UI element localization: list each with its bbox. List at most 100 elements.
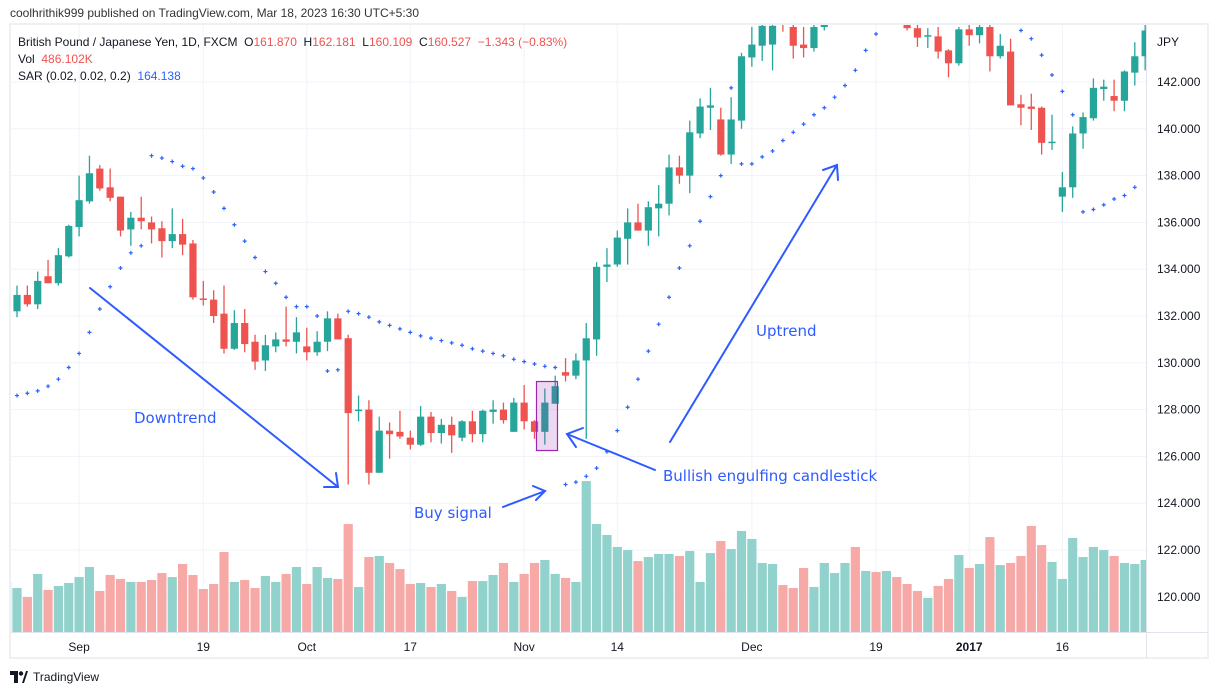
candle (789, 25, 797, 59)
open-value: 161.870 (253, 35, 297, 49)
candle (572, 353, 580, 380)
volume-bar (229, 581, 239, 632)
volume-bar (385, 562, 395, 632)
volume-bar (426, 586, 436, 632)
sar-dot (190, 166, 195, 171)
candle (1110, 79, 1118, 112)
volume-bar (1026, 525, 1036, 632)
volume-bar (581, 481, 591, 632)
volume-bar (343, 524, 353, 632)
candle (251, 334, 259, 370)
candle (75, 175, 83, 237)
volume-bar (1016, 556, 1026, 632)
volume-bar (747, 538, 757, 632)
buy-signal-label: Buy signal (414, 504, 492, 522)
candle (644, 201, 652, 246)
price-axis[interactable]: 142.000 140.000 138.000 136.000 134.000 132.0… (1157, 75, 1201, 604)
sar-dot (542, 364, 547, 369)
sar-dot (108, 284, 113, 289)
candle-body (127, 217, 135, 230)
volume-bar (954, 554, 964, 632)
candle-body (303, 346, 311, 353)
candle (334, 313, 342, 340)
sar-dot (832, 95, 837, 100)
candle (541, 388, 549, 445)
sar-dot (304, 304, 309, 309)
candle-body (199, 298, 207, 300)
candle-body (893, 0, 900, 9)
price-tick-label: 142.000 (1157, 75, 1201, 89)
sar-dot (511, 357, 516, 362)
candle-body (996, 45, 1004, 57)
volume-bar (188, 574, 198, 632)
sar-dot (366, 315, 371, 320)
volume-bar (126, 581, 136, 632)
footer-brand[interactable]: TradingView (33, 670, 100, 684)
sar-dot (636, 377, 640, 382)
candle (448, 416, 456, 453)
candle-body (34, 280, 42, 305)
volume-bar (550, 573, 560, 632)
sar-dot (97, 306, 102, 311)
volume-bar (488, 574, 498, 632)
volume-bar (395, 569, 405, 632)
volume-bar (1037, 545, 1047, 632)
candle (179, 218, 187, 256)
candle (758, 25, 766, 61)
candle (1007, 38, 1015, 106)
candle-body (168, 234, 176, 242)
volume-bar (64, 582, 74, 632)
volume-bar (146, 580, 157, 632)
sar-dot (563, 482, 568, 487)
volume-bar (871, 572, 881, 632)
volume-bar (1057, 578, 1067, 632)
sar-dot (749, 161, 754, 166)
sar-dot (284, 295, 289, 300)
sar-dot (429, 336, 433, 341)
volume-bar (664, 553, 674, 632)
candle-body (458, 421, 466, 438)
volume-bar (271, 581, 281, 632)
legend-volume-row: Vol 486.102K (18, 51, 567, 68)
volume-bar (1130, 564, 1140, 632)
time-tick-label: 2017 (956, 640, 983, 654)
volume-bar (509, 581, 519, 632)
volume-bar (115, 578, 126, 632)
candle-body (468, 421, 476, 435)
time-axis[interactable]: Sep 19 Oct 17 Nov 14 Dec 19 2017 16 (68, 640, 1069, 654)
sar-dot (201, 175, 206, 180)
sar-dot (418, 333, 423, 338)
sar-dot (801, 122, 806, 127)
volume-bar (912, 590, 923, 632)
candle (655, 184, 663, 237)
candle-body (696, 106, 704, 134)
volume-value: 486.102K (41, 52, 93, 66)
candle (1079, 112, 1087, 149)
candle-body (13, 294, 21, 312)
candle-body (106, 187, 114, 198)
volume-bar (478, 581, 488, 632)
candle (1141, 25, 1146, 71)
candle-body (210, 299, 218, 316)
sar-dot (325, 368, 330, 373)
volume-bar (964, 568, 974, 632)
volume-label[interactable]: Vol (18, 52, 35, 66)
candle (934, 27, 942, 59)
sar-dot (1070, 112, 1075, 117)
sar-dot (25, 391, 30, 396)
candle-body (23, 294, 31, 305)
volume-bar (322, 577, 333, 632)
sar-dot (1081, 209, 1086, 214)
candle (386, 422, 394, 459)
low-label: L (362, 35, 369, 49)
volume-bar (364, 557, 374, 632)
candle-body (386, 430, 394, 435)
candle-body (1017, 104, 1025, 108)
price-axis-currency: JPY (1157, 35, 1179, 49)
symbol-name[interactable]: British Pound / Japanese Yen, 1D, FXCM (18, 35, 238, 49)
sar-label[interactable]: SAR (0.02, 0.02, 0.2) (18, 69, 131, 83)
volume-bar (716, 541, 726, 632)
volume-bar (291, 566, 302, 632)
volume-bar (674, 556, 684, 632)
